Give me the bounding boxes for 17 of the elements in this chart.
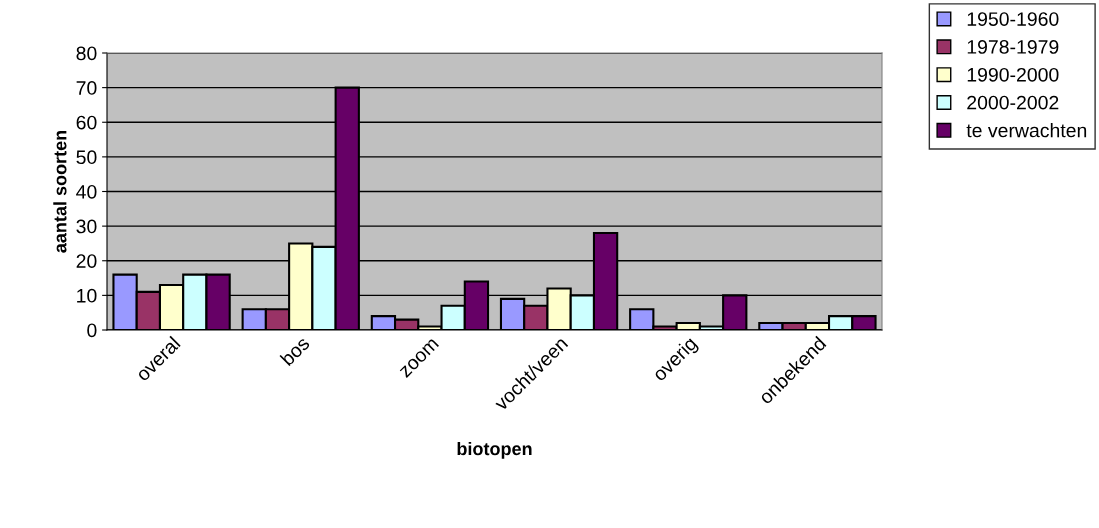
legend-label: te verwachten — [966, 123, 1087, 138]
y-tick-label: 10 — [77, 288, 97, 303]
x-axis-title: biotopen — [457, 441, 532, 459]
y-tick-label: 30 — [76, 219, 97, 234]
y-tick-label: 0 — [87, 323, 97, 338]
y-tick-label: 40 — [76, 184, 97, 199]
y-tick-label: 60 — [76, 115, 97, 130]
y-tick-label: 80 — [76, 46, 97, 61]
x-tick-label: bos — [279, 335, 311, 367]
y-tick-label: 20 — [76, 254, 97, 268]
legend-label: 1978-1979 — [967, 40, 1059, 54]
legend-label: 1950-1960 — [967, 12, 1059, 26]
y-axis-title: aantal soorten — [53, 130, 67, 253]
legend-label: 1990-2000 — [967, 67, 1059, 82]
legend-label: 2000-2002 — [967, 95, 1059, 110]
y-tick-label: 70 — [76, 81, 97, 95]
y-tick-label: 50 — [76, 150, 97, 165]
